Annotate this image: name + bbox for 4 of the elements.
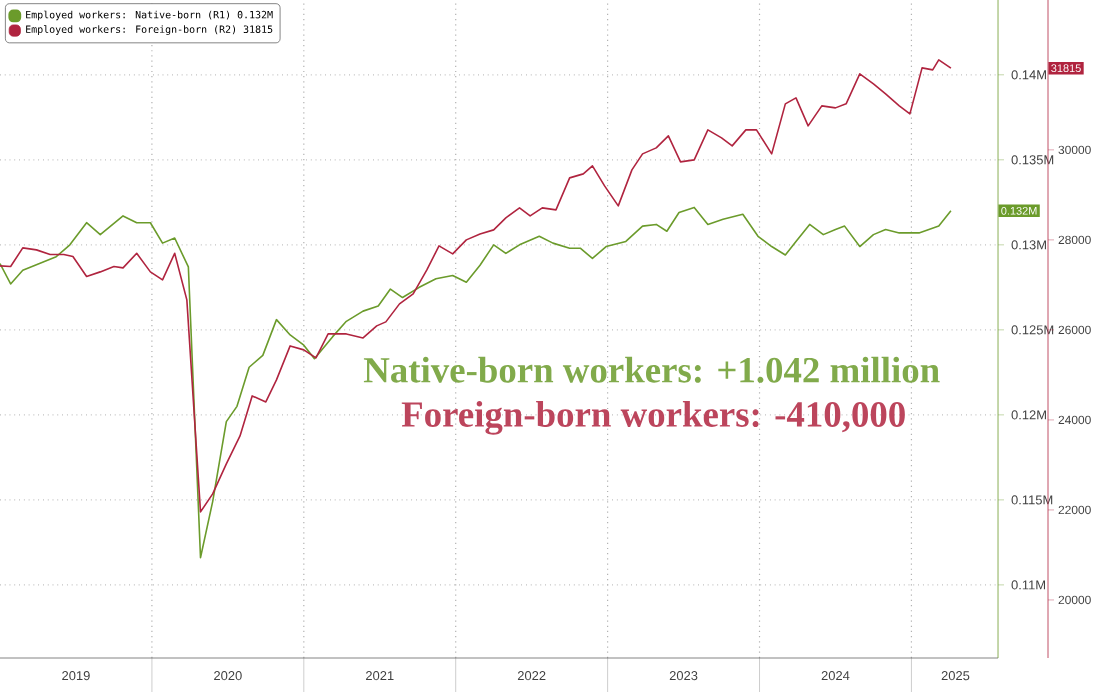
annotation: Native-born workers: +1.042 million [363, 356, 940, 383]
line-series [0, 59, 952, 513]
annotation: Foreign-born workers: -410,000 [401, 400, 905, 435]
line-series [0, 206, 952, 559]
